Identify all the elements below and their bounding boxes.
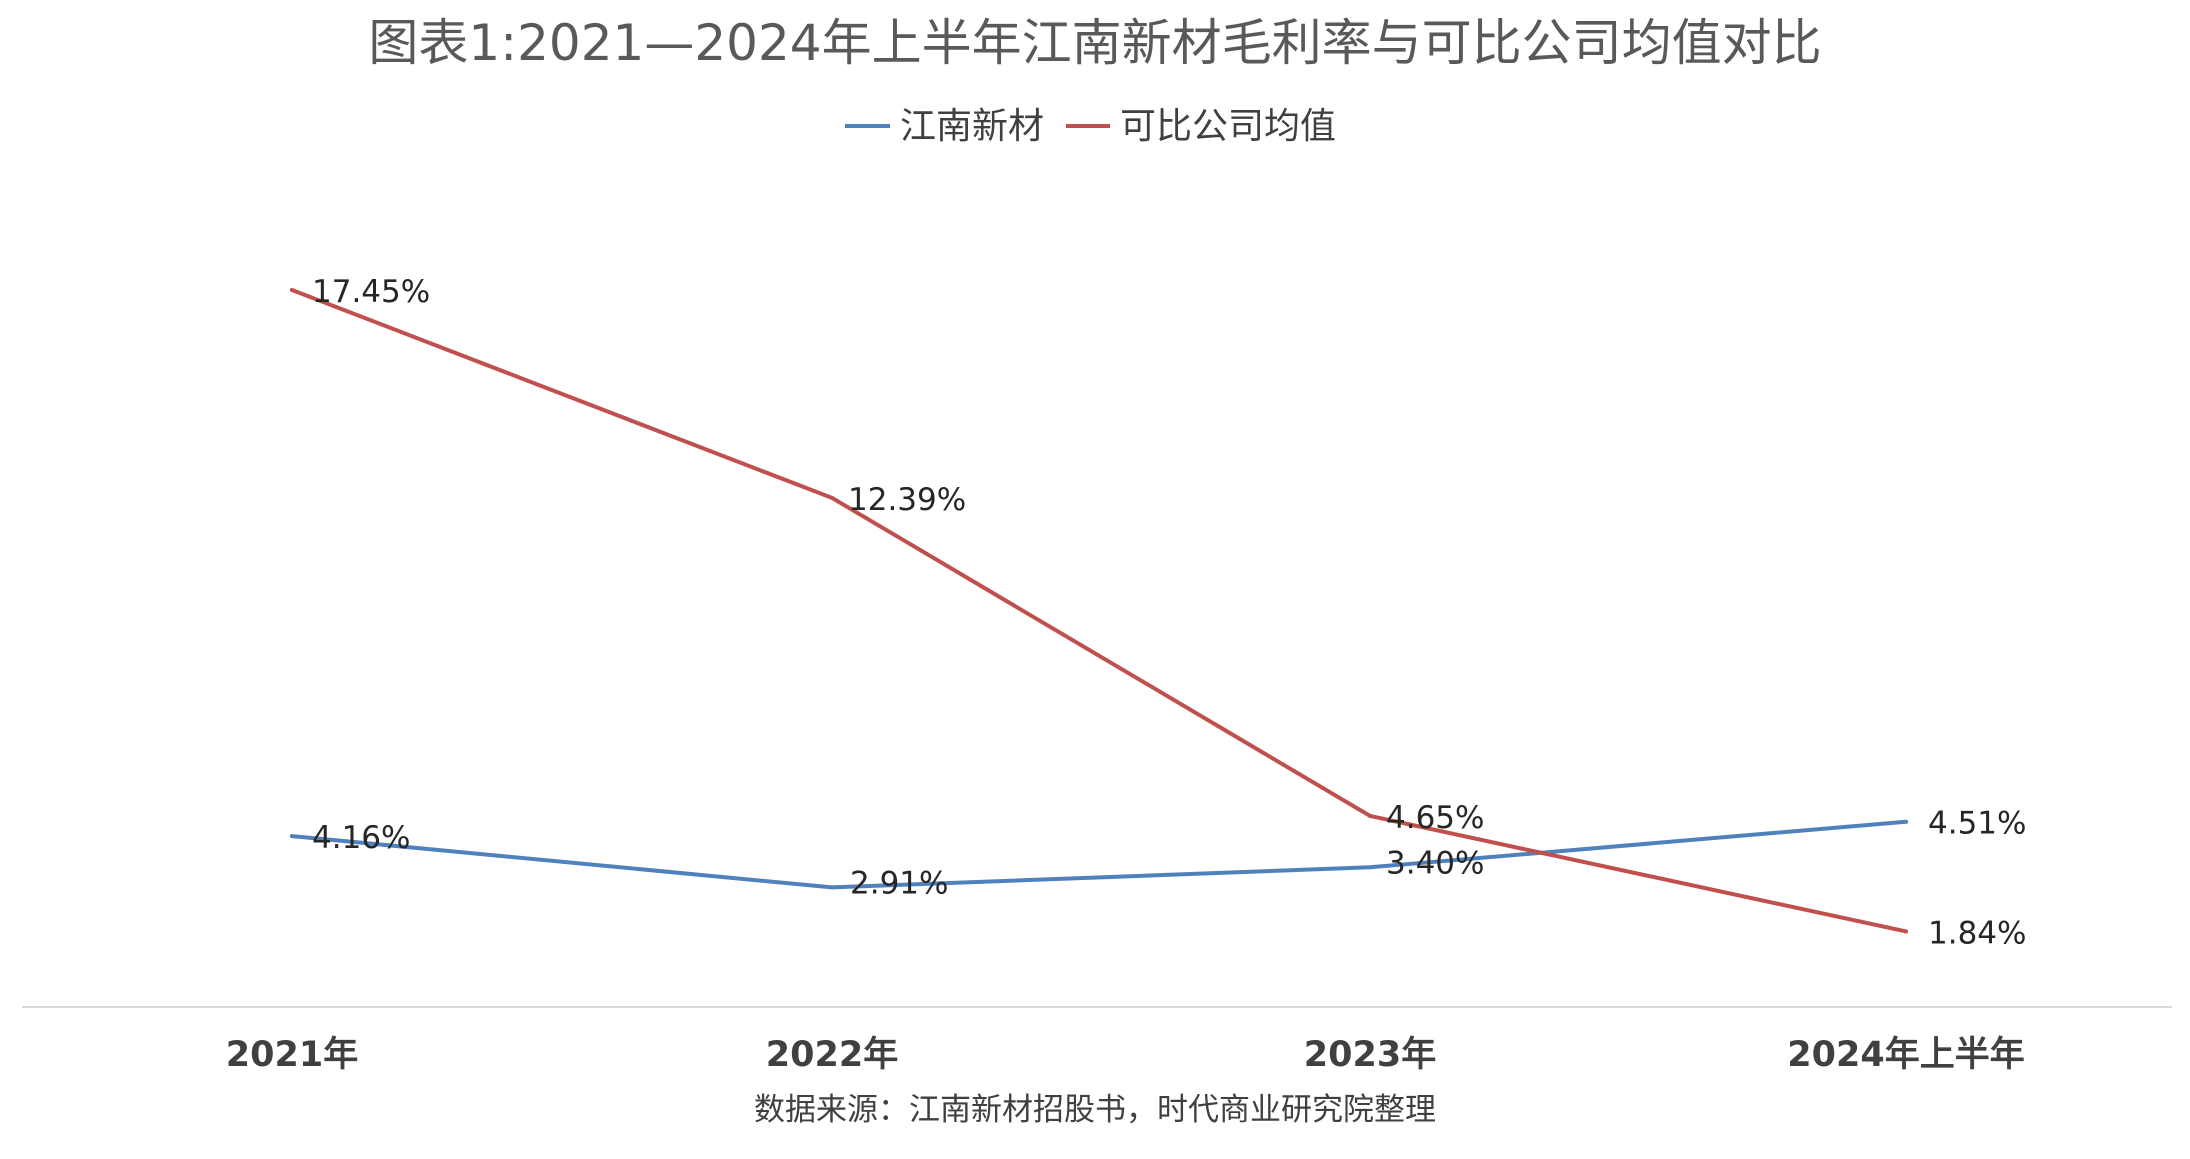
data-point — [1368, 813, 1372, 818]
chart-title: 图表1:2021—2024年上半年江南新材毛利率与可比公司均值对比 — [368, 14, 1821, 72]
series-line — [290, 288, 1908, 934]
data-label: 3.40% — [1386, 845, 1484, 881]
data-label: 12.39% — [848, 482, 966, 518]
legend: 江南新材 可比公司均值 — [845, 106, 1336, 147]
data-point — [1904, 819, 1908, 824]
x-tick-label: 2021年 — [226, 1035, 358, 1075]
data-point — [830, 495, 834, 500]
data-point — [290, 288, 294, 292]
legend-label: 江南新材 — [900, 106, 1044, 147]
legend-item: 可比公司均值 — [1066, 106, 1336, 147]
data-point — [1904, 929, 1908, 934]
x-tick-layer: 2021年 2022年 2023年 2024年上半年 — [226, 1035, 2025, 1075]
series-line — [290, 819, 1908, 890]
legend-item: 江南新材 — [845, 106, 1044, 147]
data-label: 4.65% — [1386, 800, 1484, 836]
source-note: 数据来源：江南新材招股书，时代商业研究院整理 — [754, 1092, 1436, 1128]
data-point — [830, 885, 834, 890]
data-label: 2.91% — [850, 865, 948, 901]
data-label: 4.16% — [312, 820, 410, 856]
data-label-layer: 4.16% 2.91% 3.40% 4.51% 17.45% 12.39% 4.65% 1.8… — [312, 274, 2026, 951]
data-label: 17.45% — [312, 274, 430, 310]
x-tick-label: 2023年 — [1304, 1035, 1436, 1075]
x-tick-label: 2024年上半年 — [1787, 1035, 2024, 1075]
x-tick-label: 2022年 — [766, 1035, 898, 1075]
data-label: 4.51% — [1928, 806, 2026, 842]
series-layer — [290, 288, 1908, 934]
legend-label: 可比公司均值 — [1120, 106, 1336, 147]
data-point — [290, 834, 294, 839]
data-label: 1.84% — [1928, 915, 2026, 951]
data-point — [1368, 865, 1372, 870]
